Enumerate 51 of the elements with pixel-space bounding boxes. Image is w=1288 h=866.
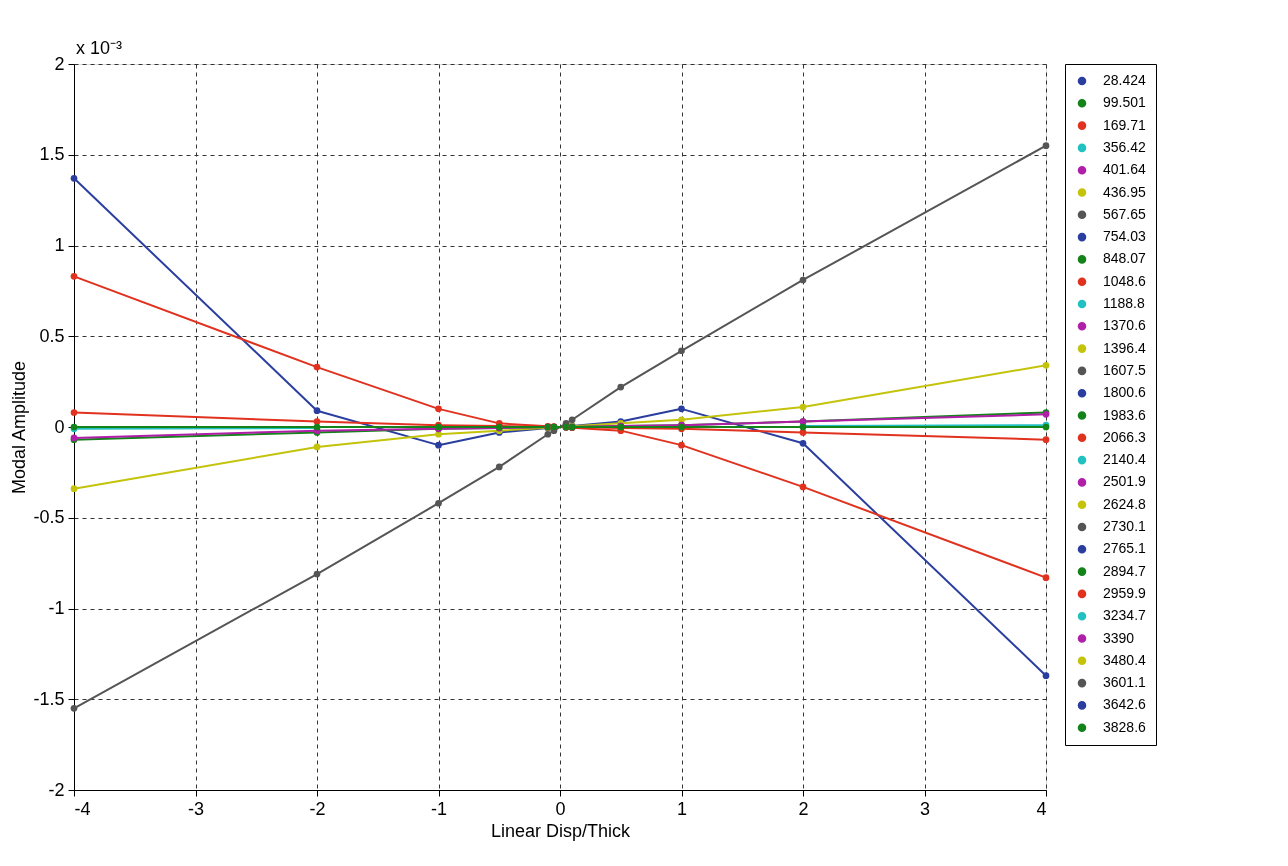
y-tick-label: 0.5 — [39, 325, 65, 346]
legend-label: 848.07 — [1103, 250, 1147, 267]
legend-label: 1983.6 — [1103, 406, 1147, 423]
legend-label: 2730.1 — [1103, 518, 1147, 534]
y-tick-label: 0 — [54, 416, 65, 437]
y-axis-title: Modal Amplitude — [9, 360, 30, 495]
x-tick-label: -3 — [187, 798, 205, 819]
legend-label: 2501.9 — [1103, 473, 1147, 490]
y-tick-label: -2 — [48, 779, 65, 800]
text: x 10⁻³ — [76, 38, 123, 58]
x-tick-label: 1 — [676, 798, 688, 819]
legend-label: 3601.1 — [1103, 674, 1147, 691]
y-tick-label: -1 — [48, 598, 65, 618]
legend-label: 1800.6 — [1103, 384, 1147, 401]
y-tick-label: 2 — [54, 53, 65, 74]
legend-label: 401.64 — [1103, 161, 1147, 178]
legend-label: 3390 — [1103, 629, 1135, 646]
legend-label: 2765.1 — [1103, 540, 1147, 557]
x-tick-label: -2 — [309, 798, 326, 819]
y-tick-label: -1.5 — [33, 688, 65, 709]
legend-label: 436.95 — [1103, 183, 1147, 200]
legend-label: 2894.7 — [1103, 562, 1147, 579]
legend-label: 356.42 — [1103, 138, 1147, 155]
legend-label: 3480.4 — [1103, 651, 1147, 668]
legend-label: 28.424 — [1103, 72, 1147, 88]
x-axis-title: Linear Disp/Thick — [490, 820, 632, 841]
legend-label: 2624.8 — [1103, 495, 1147, 512]
legend-label: 1607.5 — [1103, 361, 1147, 378]
legend-label: 567.65 — [1103, 205, 1147, 222]
x-tick-label: -4 — [74, 798, 91, 819]
y-tick-label: -0.5 — [33, 507, 65, 528]
y-tick-label: 1 — [54, 235, 65, 255]
legend-label: 2959.9 — [1103, 584, 1147, 601]
legend-label: 1396.4 — [1103, 339, 1147, 356]
x-tick-label: 2 — [798, 798, 809, 819]
legend-label: 2066.3 — [1103, 428, 1147, 445]
legend-label: 1048.6 — [1103, 272, 1147, 289]
legend-label: 3828.6 — [1103, 718, 1147, 735]
y-tick-label: 1.5 — [39, 144, 65, 165]
legend-label: 1188.8 — [1103, 295, 1145, 311]
legend-label: 3234.7 — [1103, 607, 1147, 624]
legend-label: 2140.4 — [1103, 451, 1147, 468]
x-tick-label: 4 — [1036, 798, 1047, 819]
x-tick-label: 3 — [919, 798, 931, 819]
x-tick-label: 0 — [555, 798, 566, 819]
legend-label: 1370.6 — [1103, 317, 1147, 334]
x-tick-label: -1 — [430, 798, 448, 819]
legend-label: 99.501 — [1103, 94, 1147, 111]
legend-label: 754.03 — [1103, 228, 1147, 245]
legend-label: 169.71 — [1103, 116, 1147, 133]
legend-label: 3642.6 — [1103, 696, 1147, 713]
